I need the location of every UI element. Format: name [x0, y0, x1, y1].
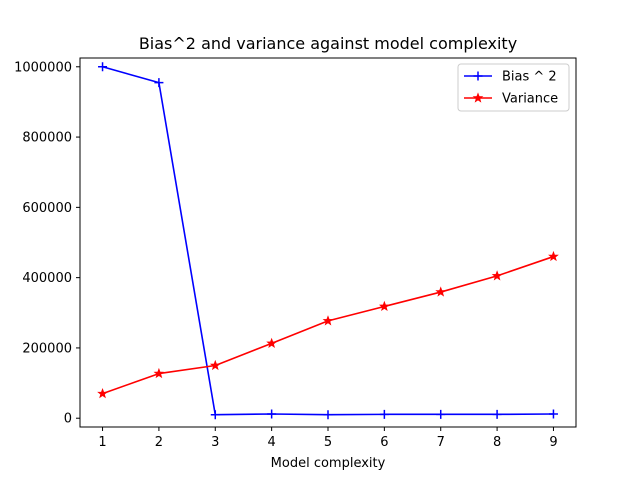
legend-label-variance: Variance — [502, 92, 558, 107]
legend-label-bias-2: Bias ^ 2 — [502, 70, 557, 85]
series-point-variance-2 — [153, 367, 165, 379]
x-tick-label-2: 2 — [155, 435, 163, 450]
y-tick-label-600000: 600000 — [22, 201, 72, 216]
series-point-variance-9 — [548, 250, 559, 262]
chart-title: Bias^2 and variance against model comple… — [139, 34, 517, 53]
x-tick-label-3: 3 — [211, 435, 219, 450]
series-point-bias-2-5 — [323, 410, 333, 420]
series-point-bias-2-4 — [267, 409, 277, 419]
series-point-bias-2-3 — [210, 410, 220, 420]
x-tick-label-8: 8 — [493, 435, 501, 450]
plot-area: 1 2 3 4 5 6 7 8 9 0 200000 400000 600000 800000 100000… — [14, 60, 559, 450]
y-tick-label-800000: 800000 — [22, 131, 72, 146]
series-point-bias-2-9 — [548, 409, 558, 419]
x-tick-label-4: 4 — [267, 435, 275, 450]
x-tick-label-5: 5 — [324, 435, 332, 450]
x-tick-label-9: 9 — [549, 435, 557, 450]
y-tick-label-400000: 400000 — [22, 271, 72, 286]
legend: Bias ^ 2 Variance — [457, 63, 570, 112]
y-tick-label-0: 0 — [64, 412, 72, 427]
legend-marker-variance — [472, 92, 484, 103]
plot-frame — [79, 57, 577, 428]
x-tick-label-6: 6 — [380, 435, 388, 450]
x-tick-label-7: 7 — [437, 435, 445, 450]
series-point-variance-8 — [491, 270, 503, 281]
series-point-bias-2-2 — [154, 78, 164, 88]
series-point-variance-1 — [97, 387, 108, 399]
series-point-variance-5 — [322, 315, 334, 326]
series-point-bias-2-1 — [98, 62, 108, 72]
y-tick-label-1000000: 1000000 — [14, 60, 72, 75]
x-axis-label: Model complexity — [271, 456, 386, 471]
series-point-variance-7 — [435, 286, 447, 297]
series-point-bias-2-6 — [379, 409, 389, 419]
series-point-variance-3 — [209, 359, 221, 371]
series-point-variance-4 — [266, 337, 278, 348]
x-tick-label-1: 1 — [98, 435, 106, 450]
legend-marker-bias-2 — [473, 71, 483, 81]
series-point-variance-6 — [378, 300, 390, 312]
y-tick-label-200000: 200000 — [22, 341, 72, 356]
series-point-bias-2-8 — [492, 409, 502, 419]
series-point-bias-2-7 — [436, 409, 446, 419]
